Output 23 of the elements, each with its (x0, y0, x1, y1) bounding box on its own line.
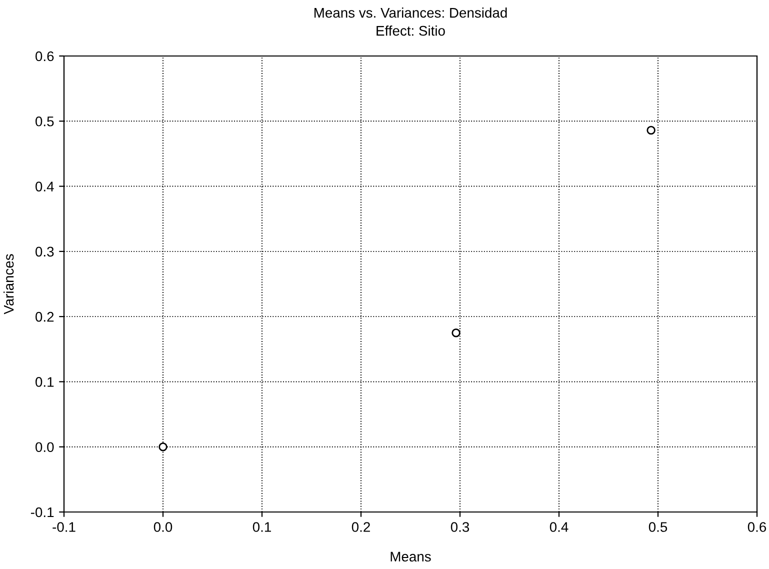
y-tick-label: 0.4 (36, 182, 54, 192)
x-tick-label: 0.0 (154, 522, 172, 532)
y-tick-label: 0.2 (36, 312, 54, 322)
x-tick-label: 0.6 (748, 522, 766, 532)
point (646, 126, 656, 135)
point (452, 328, 460, 338)
y-axis-title: Variances (4, 254, 14, 314)
x-tick-label: 0.5 (648, 522, 668, 532)
y-tick-label: 0.1 (36, 377, 54, 387)
x-tick-label: 0.2 (352, 522, 370, 532)
x-tick-label: 0.3 (450, 522, 470, 532)
x-axis-title: Means (390, 552, 431, 562)
y-tick-label: 0.0 (36, 442, 54, 452)
chart-title: Means vs. Variances: Densidad (314, 8, 507, 18)
point (158, 442, 168, 452)
y-tick-label: 0.5 (36, 116, 54, 126)
y-tick-label: 0.3 (36, 246, 54, 257)
y-tick-label: -0.1 (30, 507, 54, 518)
y-tick-label: 0.6 (36, 51, 54, 62)
x-tick-label: 0.4 (550, 522, 568, 532)
x-tick-label: 0.1 (252, 522, 271, 532)
chart-subtitle: Effect: Sitio (376, 26, 445, 36)
x-tick-label: -0.1 (52, 522, 76, 532)
